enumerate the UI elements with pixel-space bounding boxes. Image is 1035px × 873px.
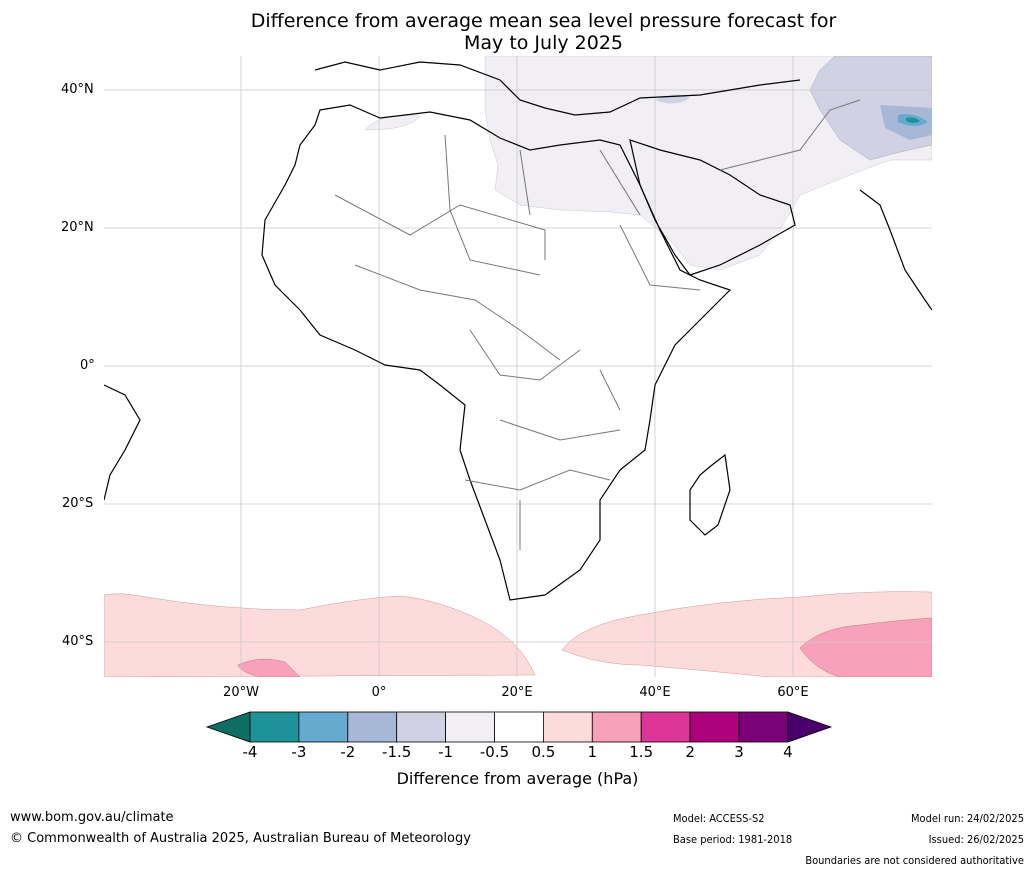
lon-label-20w: 20°W xyxy=(223,685,259,700)
colorbar-tick-label: -0.5 xyxy=(479,743,510,761)
footer-issued: Issued: 26/02/2025 xyxy=(928,833,1024,846)
colorbar-tick-label: 4 xyxy=(783,743,793,761)
title-line-1: Difference from average mean sea level p… xyxy=(250,10,837,32)
graticule xyxy=(104,56,932,677)
colorbar-tick-label: -1.5 xyxy=(382,743,412,761)
map-title: Difference from average mean sea level p… xyxy=(0,10,1035,54)
colorbar-extend-low xyxy=(205,711,251,743)
colorbar-tick-label: 1.5 xyxy=(629,743,654,761)
colorbar-swatch xyxy=(640,711,691,743)
lat-label-40s: 40°S xyxy=(62,634,94,649)
colorbar-swatch xyxy=(249,711,300,743)
colorbar-tick-label: -1 xyxy=(438,743,454,761)
lon-label-0: 0° xyxy=(371,685,387,700)
colorbar-tick-label: 0.5 xyxy=(531,743,556,761)
colorbar-tick-label: 3 xyxy=(734,743,744,761)
colorbar-tick-label: -3 xyxy=(291,743,307,761)
lon-label-60e: 60°E xyxy=(777,685,809,700)
lon-label-20e: 20°E xyxy=(501,685,533,700)
colorbar-swatch xyxy=(494,711,544,743)
colorbar-extend-high xyxy=(787,711,833,743)
colorbar-tick-label: 1 xyxy=(587,743,598,761)
colorbar-swatch xyxy=(396,711,447,743)
colorbar-swatch xyxy=(347,711,398,743)
anomaly-south-medium xyxy=(799,617,932,677)
europe-coastline xyxy=(314,61,801,116)
colorbar-tick-label: -4 xyxy=(242,743,258,761)
title-line-2: May to July 2025 xyxy=(464,32,623,54)
footer-model-run: Model run: 24/02/2025 xyxy=(911,812,1024,825)
colorbar xyxy=(205,711,833,743)
colorbar-swatch xyxy=(543,711,593,743)
colorbar-swatch xyxy=(738,711,789,743)
footer-disclaimer: Boundaries are not considered authoritat… xyxy=(805,854,1024,867)
india-coastline xyxy=(859,189,932,311)
lat-label-40n: 40°N xyxy=(61,82,94,97)
colorbar-swatch xyxy=(591,711,642,743)
colorbar-swatch xyxy=(298,711,349,743)
lon-label-40e: 40°E xyxy=(639,685,671,700)
footer-copyright: © Commonwealth of Australia 2025, Austra… xyxy=(10,831,471,846)
lat-label-20s: 20°S xyxy=(62,496,94,511)
anomaly-south-light xyxy=(104,593,536,677)
lat-label-0: 0° xyxy=(80,358,95,373)
colorbar-tick-label: -2 xyxy=(340,743,356,761)
madagascar-coastline xyxy=(689,453,731,536)
lat-label-20n: 20°N xyxy=(61,220,94,235)
arabia-coastline xyxy=(629,139,796,276)
footer-base-period: Base period: 1981-2018 xyxy=(673,833,793,846)
colorbar-swatch xyxy=(445,711,495,743)
south-america-coastline xyxy=(104,384,141,501)
colorbar-swatch xyxy=(689,711,740,743)
anomaly-north-light-2 xyxy=(364,115,421,131)
country-borders xyxy=(334,99,861,550)
footer-model: Model: ACCESS-S2 xyxy=(673,812,765,825)
colorbar-label: Difference from average (hPa) xyxy=(396,769,639,788)
anomaly-north-core xyxy=(906,117,920,123)
anomaly-south-medium-2 xyxy=(237,658,301,677)
colorbar-tick-label: 2 xyxy=(685,743,695,761)
footer-url: www.bom.gov.au/climate xyxy=(10,810,174,825)
africa-coastline xyxy=(261,104,732,601)
